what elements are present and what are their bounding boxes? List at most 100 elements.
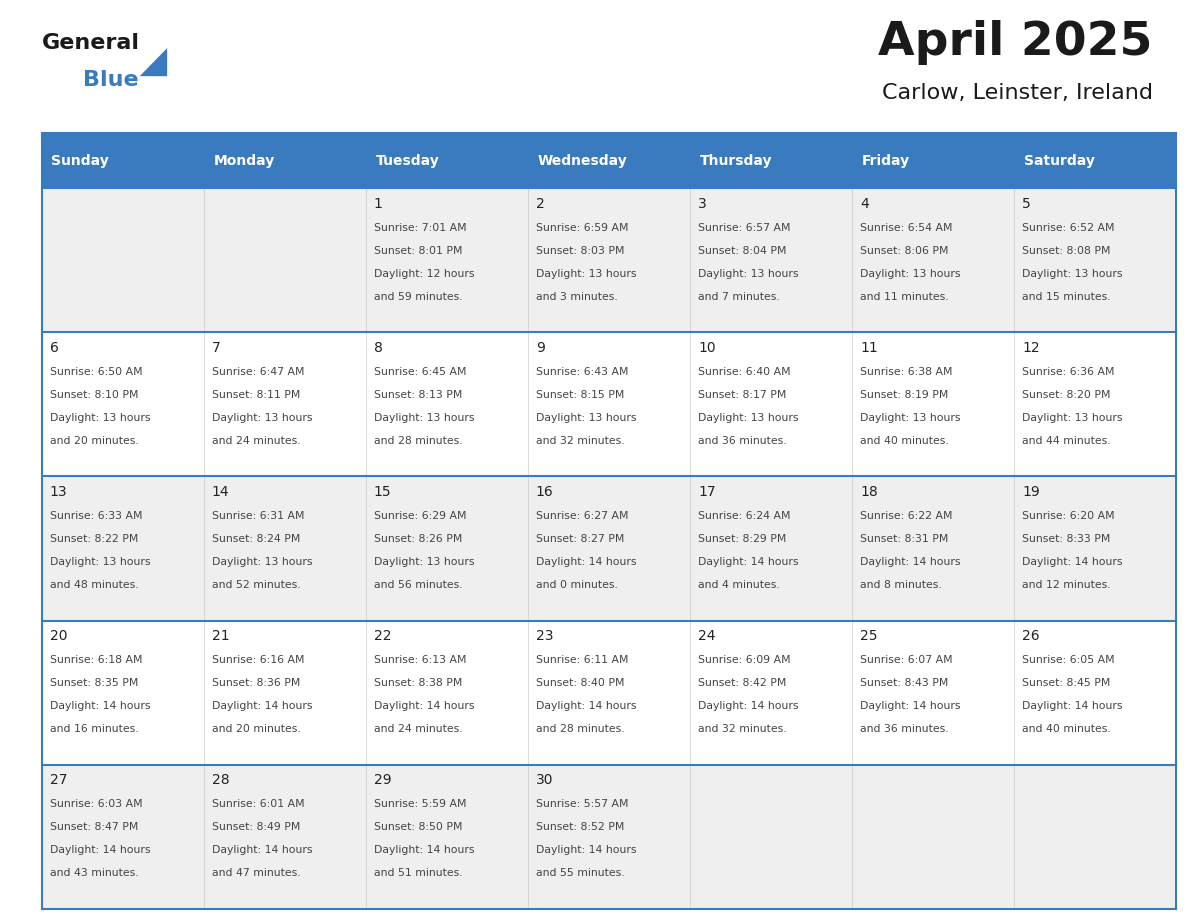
Text: 1: 1	[374, 196, 383, 211]
Text: Daylight: 14 hours: Daylight: 14 hours	[50, 701, 150, 711]
Text: Daylight: 14 hours: Daylight: 14 hours	[1022, 557, 1123, 567]
Text: Sunset: 8:20 PM: Sunset: 8:20 PM	[1022, 390, 1111, 400]
Text: Sunset: 8:19 PM: Sunset: 8:19 PM	[860, 390, 948, 400]
Text: and 12 minutes.: and 12 minutes.	[1022, 580, 1111, 590]
Text: 26: 26	[1022, 629, 1040, 644]
Text: Sunrise: 6:16 AM: Sunrise: 6:16 AM	[211, 655, 304, 666]
Text: Sunset: 8:26 PM: Sunset: 8:26 PM	[374, 534, 462, 544]
Text: and 8 minutes.: and 8 minutes.	[860, 580, 942, 590]
Text: 22: 22	[374, 629, 391, 644]
Text: 10: 10	[699, 341, 715, 355]
Text: Sunrise: 6:03 AM: Sunrise: 6:03 AM	[50, 800, 143, 810]
Text: Sunset: 8:49 PM: Sunset: 8:49 PM	[211, 823, 301, 833]
Text: Daylight: 13 hours: Daylight: 13 hours	[536, 413, 637, 423]
Text: Daylight: 13 hours: Daylight: 13 hours	[50, 413, 150, 423]
Text: and 44 minutes.: and 44 minutes.	[1022, 436, 1111, 446]
Text: and 24 minutes.: and 24 minutes.	[374, 724, 462, 734]
Text: Sunrise: 6:36 AM: Sunrise: 6:36 AM	[1022, 367, 1114, 377]
Text: Daylight: 13 hours: Daylight: 13 hours	[374, 557, 474, 567]
Text: 14: 14	[211, 485, 229, 499]
Text: Sunday: Sunday	[51, 153, 109, 168]
Text: 3: 3	[699, 196, 707, 211]
Text: and 32 minutes.: and 32 minutes.	[699, 724, 786, 734]
Text: and 56 minutes.: and 56 minutes.	[374, 580, 462, 590]
Text: Sunset: 8:01 PM: Sunset: 8:01 PM	[374, 246, 462, 256]
Text: Sunrise: 6:54 AM: Sunrise: 6:54 AM	[860, 223, 953, 233]
Text: and 43 minutes.: and 43 minutes.	[50, 868, 138, 879]
Text: 11: 11	[860, 341, 878, 355]
Text: 13: 13	[50, 485, 68, 499]
Text: Sunset: 8:04 PM: Sunset: 8:04 PM	[699, 246, 786, 256]
Text: Saturday: Saturday	[1024, 153, 1094, 168]
Text: Sunrise: 6:52 AM: Sunrise: 6:52 AM	[1022, 223, 1114, 233]
Text: Sunrise: 6:18 AM: Sunrise: 6:18 AM	[50, 655, 143, 666]
Text: Sunrise: 6:24 AM: Sunrise: 6:24 AM	[699, 511, 790, 521]
Text: and 0 minutes.: and 0 minutes.	[536, 580, 618, 590]
Text: Daylight: 14 hours: Daylight: 14 hours	[860, 701, 961, 711]
Text: 28: 28	[211, 773, 229, 788]
Text: 21: 21	[211, 629, 229, 644]
Text: Sunset: 8:43 PM: Sunset: 8:43 PM	[860, 678, 948, 688]
Text: and 47 minutes.: and 47 minutes.	[211, 868, 301, 879]
Text: and 15 minutes.: and 15 minutes.	[1022, 292, 1111, 302]
Text: Sunset: 8:50 PM: Sunset: 8:50 PM	[374, 823, 462, 833]
Text: 18: 18	[860, 485, 878, 499]
Text: Sunrise: 6:09 AM: Sunrise: 6:09 AM	[699, 655, 791, 666]
Text: Daylight: 12 hours: Daylight: 12 hours	[374, 269, 474, 279]
Text: Sunrise: 7:01 AM: Sunrise: 7:01 AM	[374, 223, 467, 233]
Text: Daylight: 14 hours: Daylight: 14 hours	[374, 845, 474, 856]
Text: Daylight: 14 hours: Daylight: 14 hours	[211, 701, 312, 711]
Text: Sunrise: 6:07 AM: Sunrise: 6:07 AM	[860, 655, 953, 666]
Text: Daylight: 14 hours: Daylight: 14 hours	[374, 701, 474, 711]
Text: and 48 minutes.: and 48 minutes.	[50, 580, 138, 590]
Text: and 3 minutes.: and 3 minutes.	[536, 292, 618, 302]
Text: Sunrise: 5:57 AM: Sunrise: 5:57 AM	[536, 800, 628, 810]
Text: and 40 minutes.: and 40 minutes.	[1022, 724, 1111, 734]
Text: Sunrise: 6:47 AM: Sunrise: 6:47 AM	[211, 367, 304, 377]
Text: Daylight: 13 hours: Daylight: 13 hours	[50, 557, 150, 567]
Text: Sunrise: 5:59 AM: Sunrise: 5:59 AM	[374, 800, 467, 810]
Text: Sunrise: 6:50 AM: Sunrise: 6:50 AM	[50, 367, 143, 377]
Text: Blue: Blue	[83, 70, 139, 90]
Text: and 51 minutes.: and 51 minutes.	[374, 868, 462, 879]
Text: and 36 minutes.: and 36 minutes.	[699, 436, 786, 446]
Text: Sunset: 8:22 PM: Sunset: 8:22 PM	[50, 534, 138, 544]
Text: 29: 29	[374, 773, 392, 788]
Text: Sunrise: 6:59 AM: Sunrise: 6:59 AM	[536, 223, 628, 233]
Text: Daylight: 14 hours: Daylight: 14 hours	[1022, 701, 1123, 711]
Text: Sunset: 8:29 PM: Sunset: 8:29 PM	[699, 534, 786, 544]
Text: and 7 minutes.: and 7 minutes.	[699, 292, 779, 302]
Text: and 52 minutes.: and 52 minutes.	[211, 580, 301, 590]
Text: 5: 5	[1022, 196, 1031, 211]
Text: Daylight: 14 hours: Daylight: 14 hours	[860, 557, 961, 567]
Text: and 55 minutes.: and 55 minutes.	[536, 868, 625, 879]
Text: Daylight: 14 hours: Daylight: 14 hours	[50, 845, 150, 856]
Text: Sunset: 8:35 PM: Sunset: 8:35 PM	[50, 678, 138, 688]
Text: Sunrise: 6:22 AM: Sunrise: 6:22 AM	[860, 511, 953, 521]
Text: Monday: Monday	[214, 153, 274, 168]
Text: Sunset: 8:45 PM: Sunset: 8:45 PM	[1022, 678, 1111, 688]
Text: 23: 23	[536, 629, 554, 644]
Text: 4: 4	[860, 196, 868, 211]
Text: 2: 2	[536, 196, 544, 211]
Text: Daylight: 13 hours: Daylight: 13 hours	[536, 269, 637, 279]
Text: Sunrise: 6:27 AM: Sunrise: 6:27 AM	[536, 511, 628, 521]
Text: Sunrise: 6:45 AM: Sunrise: 6:45 AM	[374, 367, 467, 377]
Text: and 20 minutes.: and 20 minutes.	[211, 724, 301, 734]
Text: Sunrise: 6:05 AM: Sunrise: 6:05 AM	[1022, 655, 1114, 666]
Text: and 16 minutes.: and 16 minutes.	[50, 724, 138, 734]
Text: 7: 7	[211, 341, 221, 355]
Text: Sunset: 8:08 PM: Sunset: 8:08 PM	[1022, 246, 1111, 256]
Text: Sunset: 8:31 PM: Sunset: 8:31 PM	[860, 534, 948, 544]
Text: Sunrise: 6:57 AM: Sunrise: 6:57 AM	[699, 223, 790, 233]
Text: Daylight: 14 hours: Daylight: 14 hours	[699, 701, 798, 711]
Text: General: General	[42, 33, 139, 53]
Text: Daylight: 14 hours: Daylight: 14 hours	[699, 557, 798, 567]
Text: Sunset: 8:11 PM: Sunset: 8:11 PM	[211, 390, 301, 400]
Text: 20: 20	[50, 629, 68, 644]
Text: Sunset: 8:17 PM: Sunset: 8:17 PM	[699, 390, 786, 400]
Text: and 28 minutes.: and 28 minutes.	[374, 436, 462, 446]
Text: Tuesday: Tuesday	[375, 153, 440, 168]
Text: 19: 19	[1022, 485, 1040, 499]
Text: Sunset: 8:38 PM: Sunset: 8:38 PM	[374, 678, 462, 688]
